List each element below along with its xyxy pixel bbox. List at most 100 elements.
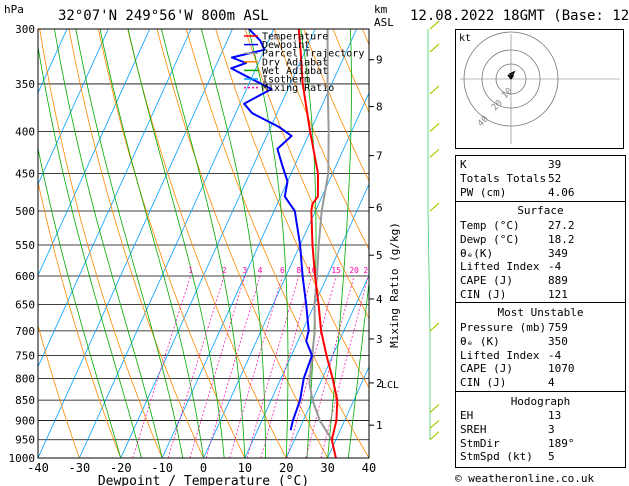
dry-adiabat: [215, 29, 369, 389]
mixing-ratio-label: 4: [258, 266, 263, 275]
wind-barb: [429, 148, 440, 158]
pressure-tick-label: 450: [15, 167, 35, 180]
wind-barb: [429, 20, 440, 30]
km-tick-label: 7: [376, 150, 383, 163]
wind-barb: [429, 43, 440, 53]
wind-barb: [429, 431, 440, 441]
legend-entry: Mixing Ratio: [262, 83, 334, 94]
pressure-tick-label: 850: [15, 394, 35, 407]
most-unstable-panel: Most Unstable Pressure (mb) 759 θₑ (K) 350 L…: [455, 302, 626, 392]
location-title: 32°07'N 249°56'W 800m ASL: [58, 8, 269, 24]
wet-adiabat: [99, 29, 204, 458]
legend-entry: Temperature: [262, 32, 328, 43]
pressure-tick-label: 350: [15, 78, 35, 91]
dry-adiabat: [38, 180, 122, 458]
mixing-ratio-label: 8: [296, 266, 301, 275]
temperature-tick-label: 30: [320, 461, 334, 475]
pressure-tick-label: 800: [15, 372, 35, 385]
pressure-tick-label: 600: [15, 270, 35, 283]
index-row-pw: PW (cm) 4.06: [460, 186, 575, 199]
pressure-tick-label: 900: [15, 414, 35, 427]
wind-barb: [429, 85, 440, 95]
plot-frame: [37, 28, 370, 459]
pressure-tick-label: 300: [15, 23, 35, 36]
surface-row: CIN (J) 121: [460, 288, 568, 301]
wet-adiabat: [75, 29, 184, 458]
legend-entry: Isotherm: [262, 75, 310, 86]
temperature-tick-label: -10: [151, 461, 173, 475]
dry-adiabat: [68, 29, 204, 458]
dry-adiabat: [186, 29, 369, 458]
x-axis-label: Dewpoint / Temperature (°C): [98, 474, 309, 486]
km-tick-label: 3: [376, 333, 383, 346]
mixing-ratio-line: [167, 275, 225, 458]
mixing-ratio-label: 15: [331, 266, 341, 275]
isotherm: [244, 183, 369, 458]
lcl-label: LCL: [381, 380, 399, 391]
temperature-tick-label: 0: [200, 461, 207, 475]
isotherm: [120, 29, 316, 458]
index-row-tt: Totals Totals 52: [460, 172, 562, 185]
surface-row: Dewp (°C) 18.2: [460, 232, 575, 246]
wet-adiabat: [127, 29, 225, 458]
wind-barb: [429, 404, 440, 413]
mixing-ratio-label: 2: [222, 266, 227, 275]
pressure-tick-label: 1000: [9, 452, 36, 465]
mixing-ratio-label: 20: [349, 266, 359, 275]
km-tick-label: 2: [376, 377, 383, 390]
mixing-ratio-line: [305, 275, 355, 458]
wind-barb: [429, 419, 440, 429]
legend-entry: Dewpoint: [262, 40, 310, 51]
wind-barb: [429, 123, 440, 132]
temperature-tick-label: -40: [27, 461, 49, 475]
surface-row: θₑ(K) 349: [460, 246, 568, 260]
isotherm: [38, 29, 109, 186]
hodograph-kt-label: kt: [459, 33, 471, 44]
surface-panel: Surface Temp (°C) 27.2 Dewp (°C) 18.2 θₑ(K) 3…: [455, 201, 626, 303]
km-tick-label: 5: [376, 249, 383, 262]
mixing-ratio-label: 3: [242, 266, 247, 275]
most-unstable-row: CIN (J) 4: [460, 376, 555, 390]
most-unstable-title: Most Unstable: [497, 306, 584, 319]
pressure-tick-label: 650: [15, 299, 35, 312]
pressure-tick-label: 750: [15, 349, 35, 362]
wet-adiabat: [347, 278, 369, 458]
hodograph-table-row: StmSpd (kt) 5: [460, 450, 555, 464]
km-tick-label: 8: [376, 101, 383, 114]
footer-credit: © weatheronline.co.uk: [455, 472, 595, 485]
hpa-label: hPa: [4, 3, 24, 16]
temperature-tick-label: 20: [279, 461, 293, 475]
pressure-tick-label: 550: [15, 239, 35, 252]
temperature-line: [297, 29, 339, 458]
hodograph-table-row: EH 13: [460, 409, 562, 422]
surface-row: Temp (°C) 27.2: [460, 219, 575, 232]
pressure-tick-label: 400: [15, 126, 35, 139]
pressure-tick-label: 950: [15, 434, 35, 447]
temperature-tick-label: 10: [238, 461, 252, 475]
mixing-ratio-line: [189, 275, 246, 458]
legend-entry: Dry Adiabat: [262, 57, 328, 68]
mixing-ratio-line: [260, 275, 313, 458]
mixing-ratio-label: 6: [280, 266, 285, 275]
date-title: 12.08.2022 18GMT (Base: 12): [410, 8, 629, 24]
wind-profile-line: [427, 29, 431, 440]
isotherm: [79, 29, 275, 458]
isotherm: [285, 274, 369, 458]
most-unstable-row: CAPE (J) 1070: [460, 362, 575, 376]
dry-adiabat: [274, 29, 369, 251]
mixing-ratio-line: [229, 275, 283, 458]
hodograph-trace: [507, 70, 516, 80]
pressure-tick-label: 700: [15, 325, 35, 338]
dry-adiabat: [98, 29, 246, 458]
isotherm: [38, 29, 192, 368]
mixing-ratio-axis-label: Mixing Ratio (g/kg): [388, 222, 401, 348]
wind-barb: [429, 202, 440, 212]
km-tick-label: 4: [376, 293, 383, 306]
dry-adiabat: [244, 29, 369, 320]
mixing-ratio-label: 25: [363, 266, 373, 275]
isotherm: [38, 29, 233, 458]
wet-adiabat: [38, 146, 122, 458]
